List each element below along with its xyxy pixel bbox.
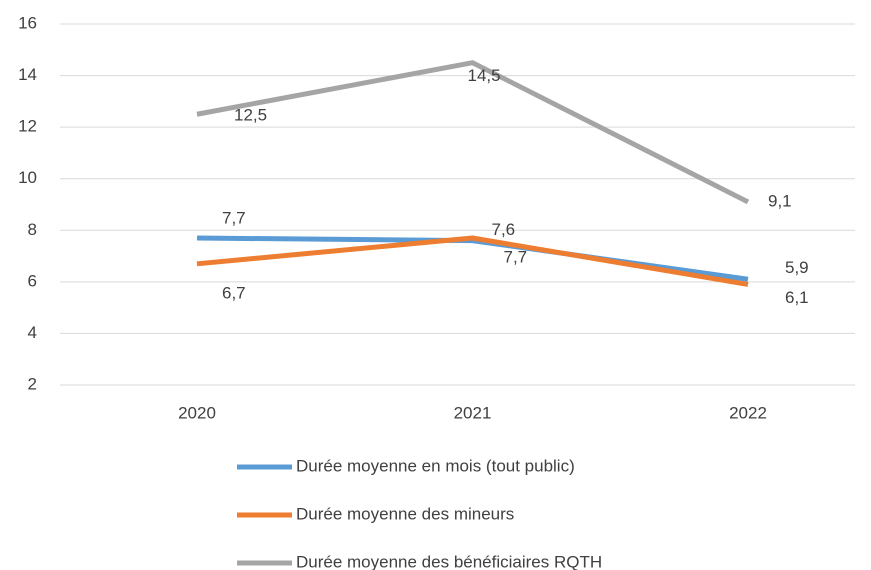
y-tick-label: 2 — [28, 374, 37, 393]
y-tick-label: 8 — [28, 220, 37, 239]
data-label: 5,9 — [785, 258, 809, 277]
legend-label: Durée moyenne des mineurs — [296, 504, 514, 523]
data-label: 7,6 — [492, 220, 516, 239]
x-tick-label: 2020 — [178, 403, 216, 422]
series-line — [196, 235, 749, 287]
y-tick-label: 10 — [18, 168, 37, 187]
x-tick-label: 2022 — [729, 403, 767, 422]
series-line — [196, 60, 750, 205]
y-tick-label: 6 — [28, 271, 37, 290]
series-line — [196, 235, 749, 282]
x-tick-label: 2021 — [454, 403, 492, 422]
data-label: 9,1 — [768, 191, 792, 210]
y-tick-label: 14 — [18, 65, 37, 84]
data-label: 6,7 — [222, 283, 246, 302]
legend-label: Durée moyenne des bénéficiaires RQTH — [296, 552, 602, 570]
data-label: 12,5 — [234, 106, 267, 125]
data-label: 7,7 — [222, 209, 246, 228]
data-label: 7,7 — [504, 248, 528, 267]
y-tick-label: 12 — [18, 117, 37, 136]
y-tick-label: 16 — [18, 13, 37, 32]
y-tick-label: 4 — [28, 323, 37, 342]
legend-label: Durée moyenne en mois (tout public) — [296, 456, 575, 475]
data-label: 6,1 — [785, 288, 809, 307]
data-label: 14,5 — [468, 66, 501, 85]
